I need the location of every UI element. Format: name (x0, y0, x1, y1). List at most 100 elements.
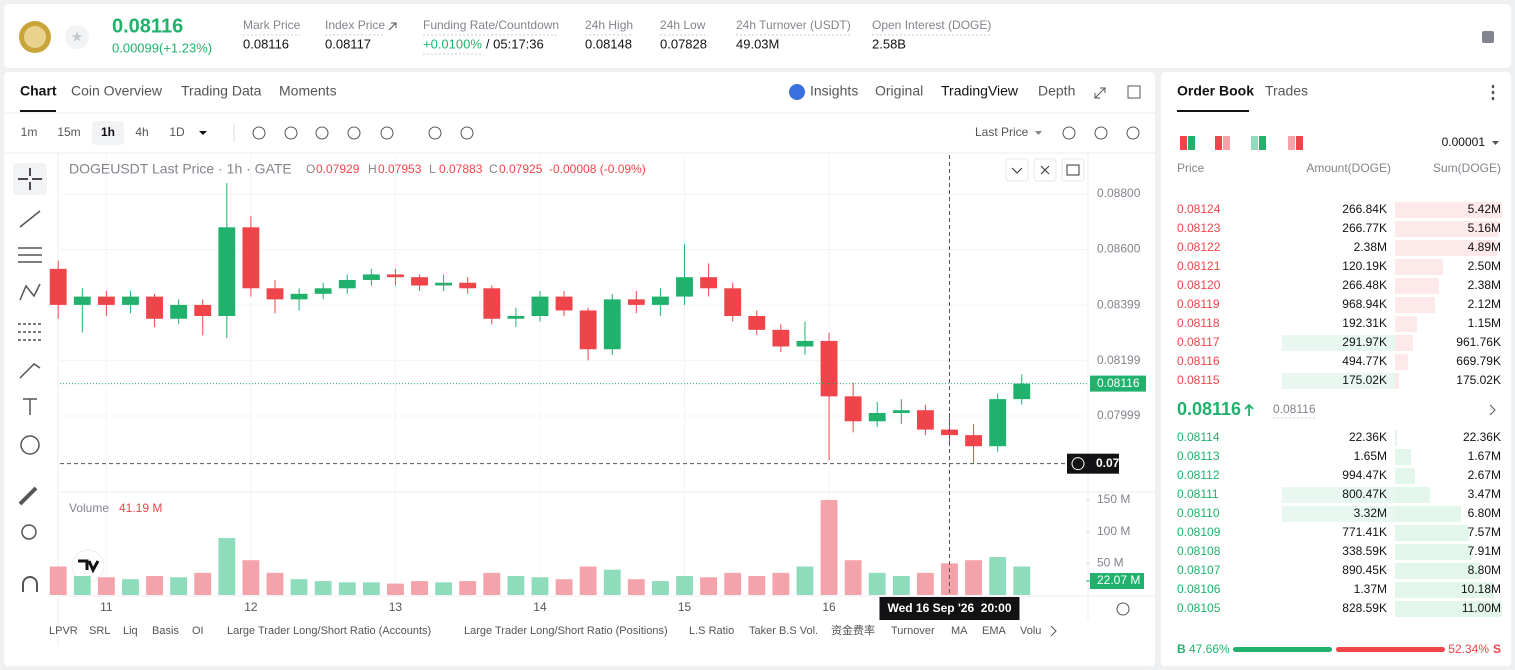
indicator[interactable]: L.S Ratio (689, 625, 734, 637)
indicator[interactable]: Large Trader Long/Short Ratio (Accounts) (227, 625, 431, 637)
interval[interactable]: 15m (57, 125, 80, 139)
ratio-label: 52.34% (1448, 642, 1489, 656)
tab[interactable]: Trading Data (181, 83, 262, 99)
indicator[interactable]: Basis (152, 625, 179, 637)
ob-price[interactable]: 0.08121 (1177, 259, 1221, 273)
ob-price[interactable]: 0.08110 (1177, 506, 1220, 520)
window-icon[interactable] (1127, 85, 1141, 99)
line-tool[interactable] (19, 210, 41, 228)
volume-bar (290, 579, 308, 595)
ob-layout-icon[interactable] (1288, 136, 1295, 150)
volume-bar (483, 572, 501, 595)
scroll-right[interactable] (1050, 625, 1057, 637)
toolbar-icon[interactable] (284, 126, 298, 140)
volume-bar (555, 579, 573, 595)
ob-price[interactable]: 0.08113 (1177, 449, 1220, 463)
ob-price[interactable]: 0.08122 (1177, 240, 1221, 254)
ob-tab[interactable]: Order Book (1177, 83, 1254, 99)
expand-icon[interactable] (1094, 87, 1106, 99)
interval[interactable]: 1D (169, 125, 185, 139)
toolbar-icon[interactable] (1062, 126, 1076, 140)
toolbar-icon[interactable] (252, 126, 266, 140)
ob-sum: 4.89M (1468, 240, 1501, 254)
tab[interactable]: Coin Overview (71, 83, 163, 99)
ob-price[interactable]: 0.08112 (1177, 468, 1220, 482)
toolbar-icon[interactable] (347, 126, 361, 140)
zoom-tool[interactable] (21, 524, 37, 540)
ob-price[interactable]: 0.08107 (1177, 563, 1221, 577)
emoji-tool[interactable] (20, 435, 40, 455)
stat-value: 0.07828 (660, 36, 707, 51)
ruler-tool[interactable] (18, 486, 38, 506)
ob-price[interactable]: 0.08115 (1177, 373, 1220, 387)
candle-body (242, 227, 260, 289)
tool-active[interactable] (13, 163, 47, 195)
fib-tool[interactable] (18, 323, 42, 341)
toolbar-icon[interactable] (1094, 126, 1108, 140)
chart-button[interactable] (1061, 158, 1085, 182)
text-tool[interactable] (23, 398, 37, 415)
indicator[interactable]: SRL (89, 625, 110, 637)
ob-layout-icon[interactable] (1251, 136, 1258, 150)
add-alert[interactable] (1071, 457, 1085, 471)
insights-icon[interactable] (789, 84, 805, 100)
toolbar-icon[interactable] (315, 126, 329, 140)
ob-price[interactable]: 0.08105 (1177, 601, 1221, 615)
chevron[interactable] (1489, 404, 1496, 416)
toolbar-icon[interactable] (380, 126, 394, 140)
ob-layout-icon (1223, 136, 1230, 150)
ob-price[interactable]: 0.08111 (1177, 487, 1219, 501)
ob-precision[interactable]: 0.00001 (1442, 135, 1486, 149)
indicator[interactable]: Turnover (891, 625, 935, 637)
ob-price[interactable]: 0.08114 (1177, 430, 1220, 444)
toolbar-icon[interactable] (1126, 126, 1140, 140)
ob-price[interactable]: 0.08123 (1177, 221, 1221, 235)
indicator[interactable]: Volu (1020, 625, 1041, 637)
magnet-tool[interactable] (22, 576, 38, 592)
pattern-tool[interactable] (19, 283, 41, 301)
settings-icon[interactable] (1116, 602, 1130, 616)
indicator[interactable]: LPVR (49, 625, 78, 637)
ob-price[interactable]: 0.08118 (1177, 316, 1220, 330)
ob-price[interactable]: 0.08106 (1177, 582, 1221, 596)
view-option[interactable]: Original (875, 83, 923, 99)
crosshair-tool[interactable] (18, 168, 42, 190)
interval[interactable]: 4h (135, 125, 148, 139)
price-source[interactable]: Last Price (975, 125, 1029, 139)
ob-tab[interactable]: Trades (1265, 83, 1308, 99)
ob-layout-icon (1188, 136, 1195, 150)
view-option[interactable]: Insights (810, 83, 858, 99)
volume-bar (266, 572, 284, 595)
ob-price[interactable]: 0.08119 (1177, 297, 1220, 311)
ob-layout-icon[interactable] (1215, 136, 1222, 150)
toolbar-icon[interactable] (428, 126, 442, 140)
volume-title-value: 41.19 M (119, 501, 162, 515)
indicator[interactable]: OI (192, 625, 204, 637)
ob-price[interactable]: 0.08108 (1177, 544, 1221, 558)
indicator[interactable]: MA (951, 625, 968, 637)
ob-price[interactable]: 0.08109 (1177, 525, 1221, 539)
indicator[interactable]: Large Trader Long/Short Ratio (Positions… (464, 625, 668, 637)
ob-price[interactable]: 0.08116 (1177, 354, 1220, 368)
view-option[interactable]: TradingView (941, 83, 1019, 99)
tab[interactable]: Chart (20, 83, 57, 99)
indicator[interactable]: Liq (123, 625, 138, 637)
brush-tool[interactable] (19, 363, 41, 379)
ob-price[interactable]: 0.08120 (1177, 278, 1221, 292)
interval[interactable]: 1m (21, 125, 38, 139)
view-option[interactable]: Depth (1038, 83, 1075, 99)
ob-price[interactable]: 0.08117 (1177, 335, 1220, 349)
book-icon[interactable] (1482, 31, 1494, 43)
indicator[interactable]: Taker B.S Vol. (749, 625, 818, 637)
chart-button[interactable] (1005, 158, 1029, 182)
channel-tool[interactable] (18, 247, 42, 263)
ob-layout-icon[interactable] (1180, 136, 1187, 150)
tab[interactable]: Moments (279, 83, 337, 99)
indicator[interactable]: 资金费率 (831, 623, 875, 637)
favorite[interactable] (65, 25, 89, 49)
interval[interactable]: 1h (101, 125, 115, 139)
toolbar-icon[interactable] (460, 126, 474, 140)
x-tick-label: 13 (389, 600, 403, 614)
indicator[interactable]: EMA (982, 625, 1007, 637)
ob-price[interactable]: 0.08124 (1177, 202, 1221, 216)
